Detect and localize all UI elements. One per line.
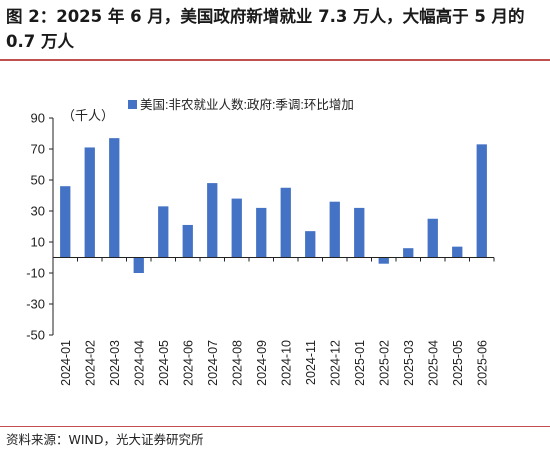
- bars-group: [60, 138, 487, 273]
- bar: [476, 144, 487, 258]
- bar: [182, 224, 193, 258]
- bar: [378, 257, 389, 264]
- x-tick-label: 2025-02: [377, 340, 391, 386]
- y-tick-label: 90: [31, 111, 45, 126]
- x-tick-label: 2025-04: [426, 340, 440, 386]
- legend-label: 美国:非农就业人数:政府:季调:环比增加: [140, 97, 354, 112]
- x-tick-label: 2025-06: [475, 340, 489, 386]
- x-tick-label: 2024-01: [59, 340, 73, 386]
- y-tick-label: -30: [26, 297, 45, 312]
- x-tick-label: 2024-10: [279, 340, 293, 386]
- x-tick-label: 2025-03: [402, 340, 416, 386]
- figure-title: 图 2：2025 年 6 月，美国政府新增就业 7.3 万人，大幅高于 5 月的…: [6, 7, 525, 51]
- bar: [158, 206, 169, 258]
- x-tick-label: 2024-11: [304, 340, 318, 385]
- y-tick-label: 70: [31, 142, 45, 157]
- x-tick-label: 2024-12: [328, 340, 342, 386]
- bar: [207, 183, 218, 258]
- legend-swatch: [128, 100, 137, 109]
- bar: [329, 201, 340, 258]
- bar: [403, 248, 414, 258]
- footer-divider: [0, 426, 550, 427]
- bar: [305, 231, 316, 258]
- y-tick-label: -50: [26, 328, 45, 343]
- y-axis: 90 70 50 30 10 -10 -30 -50: [26, 111, 54, 343]
- x-tick-label: 2025-01: [353, 340, 367, 386]
- x-tick-label: 2024-05: [157, 340, 171, 386]
- bar: [231, 198, 242, 258]
- x-tick-label: 2025-05: [451, 340, 465, 386]
- x-tick-label: 2024-04: [132, 340, 146, 386]
- bar: [280, 187, 291, 258]
- y-tick-label: 50: [31, 173, 45, 188]
- x-tick-label: 2024-09: [255, 340, 269, 386]
- x-tick-label: 2024-06: [181, 340, 195, 386]
- bar-chart: 美国:非农就业人数:政府:季调:环比增加 （千人） 90 70 50 30 10 -10 -…: [26, 97, 495, 386]
- bar: [354, 207, 365, 258]
- chart-legend: 美国:非农就业人数:政府:季调:环比增加: [128, 97, 354, 112]
- bar: [109, 138, 120, 258]
- source-note: 资料来源：WIND，光大证券研究所: [6, 432, 204, 447]
- bar: [133, 257, 144, 273]
- y-tick-label: -10: [26, 266, 45, 281]
- bar: [427, 218, 438, 258]
- bar: [84, 147, 95, 258]
- y-tick-label: 30: [31, 204, 45, 219]
- y-tick-label: 10: [31, 235, 45, 250]
- bar: [452, 246, 463, 258]
- bar: [60, 186, 71, 258]
- bar: [256, 207, 267, 258]
- x-tick-label: 2024-02: [83, 340, 97, 386]
- x-tick-label: 2024-07: [206, 340, 220, 386]
- x-axis: 2024-01 2024-02 2024-03 2024-04 2024-05 2024-…: [52, 257, 495, 386]
- y-axis-unit-label: （千人）: [62, 108, 114, 123]
- title-divider: [0, 59, 550, 61]
- x-tick-label: 2024-03: [108, 340, 122, 386]
- x-tick-label: 2024-08: [230, 340, 244, 386]
